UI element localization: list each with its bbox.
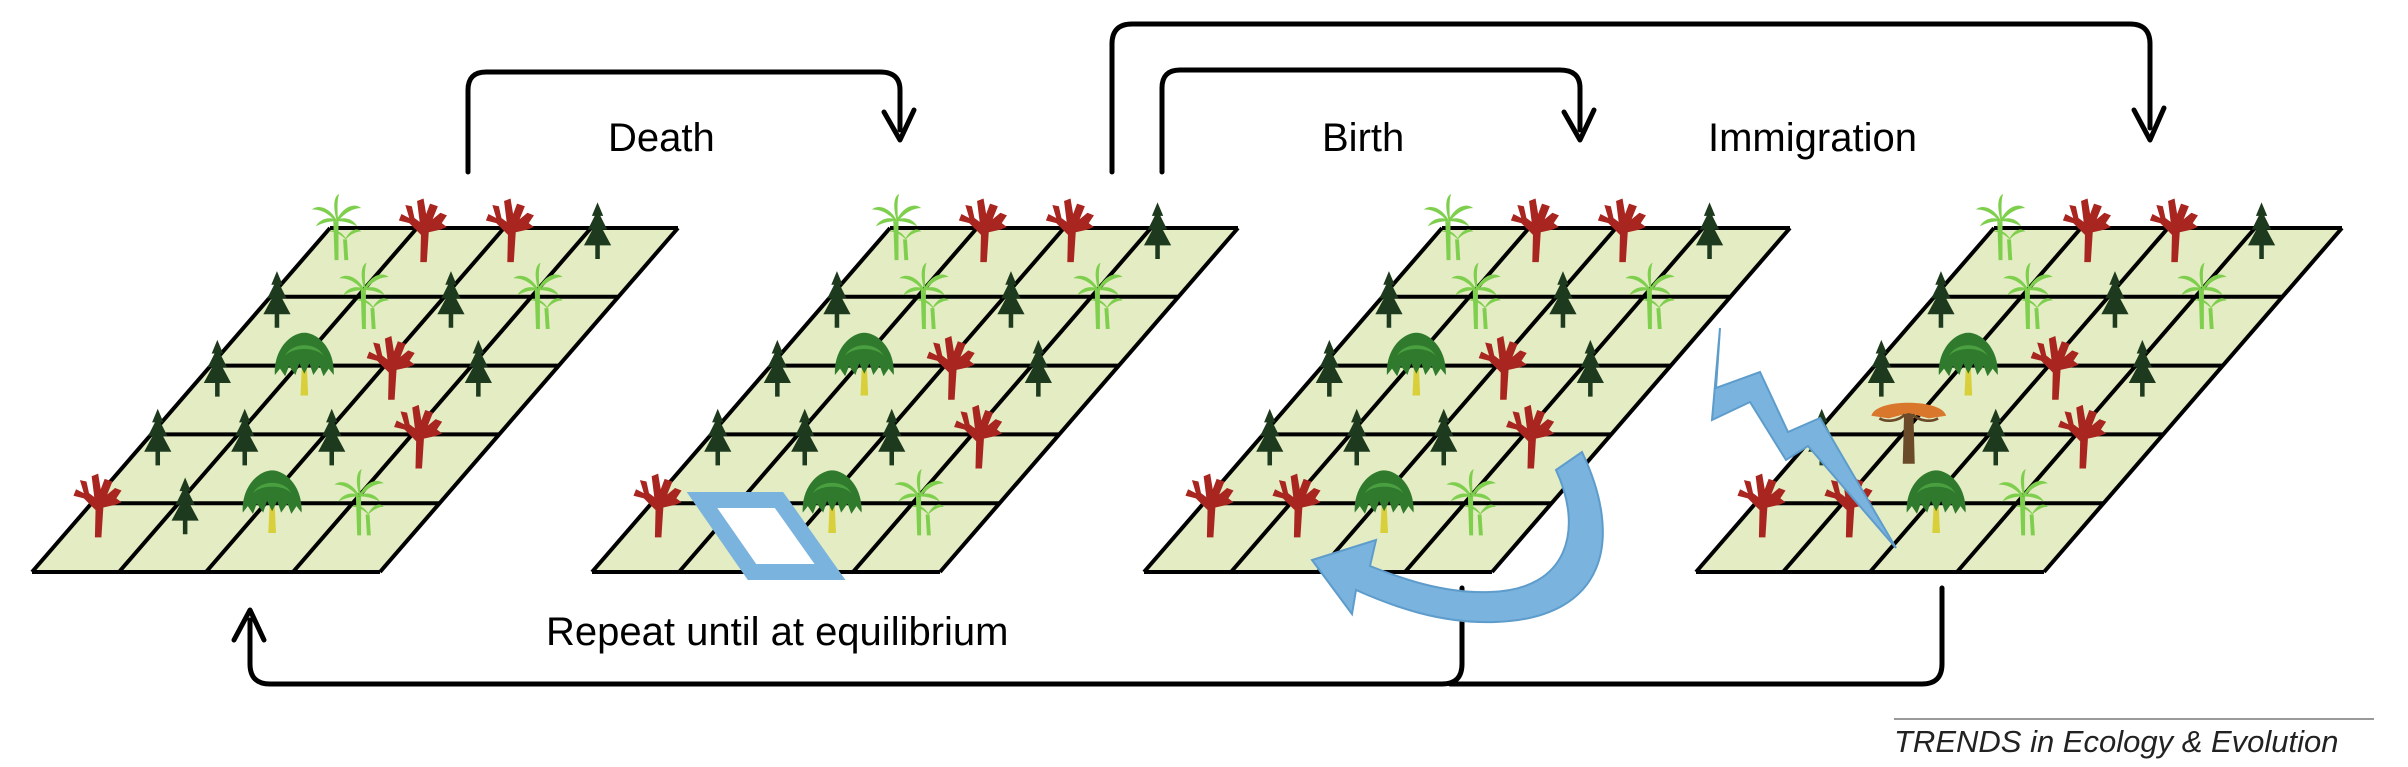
immigration-arrow	[1109, 21, 2153, 175]
immigration-arrowhead	[2131, 105, 2167, 143]
grid-line	[1316, 226, 1618, 574]
death-arrowhead	[881, 107, 917, 143]
grid-line	[764, 226, 1066, 574]
grid-line	[378, 226, 680, 574]
immigration-bolt-icon	[1710, 327, 1897, 549]
process-overlays	[686, 327, 1897, 624]
flow-arrows	[231, 21, 2167, 687]
grid-line	[30, 226, 332, 574]
grid-line	[204, 226, 506, 574]
landscape-grid-4	[1694, 193, 2344, 574]
grid-line	[2042, 226, 2344, 574]
grid-line	[1694, 226, 1996, 574]
grid-line	[1868, 226, 2170, 574]
landscape-grid-1	[30, 193, 680, 574]
journal-credit: TRENDS in Ecology & Evolution	[1894, 724, 2339, 759]
grid-line	[1142, 226, 1444, 574]
repeat-arrow-from-immigration	[1447, 585, 1945, 687]
landscape-grid-2	[590, 193, 1240, 574]
grid-line	[938, 226, 1240, 574]
landscape-panels	[30, 193, 2344, 574]
birth-arrowhead	[1561, 107, 1597, 143]
birth-arrow	[1159, 67, 1583, 175]
grid-line	[1490, 226, 1792, 574]
repeat-arrowhead	[231, 607, 267, 643]
death-label: Death	[608, 116, 715, 160]
immigration-label: Immigration	[1708, 116, 1917, 160]
grid-line	[590, 226, 892, 574]
birth-dispersal-arrow	[1310, 450, 1604, 624]
repeat-arrow-from-birth	[247, 585, 1465, 687]
landscape-grid-3	[1142, 193, 1792, 574]
death-arrow	[465, 69, 903, 175]
vacant-cell-highlight	[686, 492, 846, 580]
credit-rule	[1894, 718, 2374, 720]
repeat-label: Repeat until at equilibrium	[546, 610, 1009, 654]
birth-label: Birth	[1322, 116, 1405, 160]
